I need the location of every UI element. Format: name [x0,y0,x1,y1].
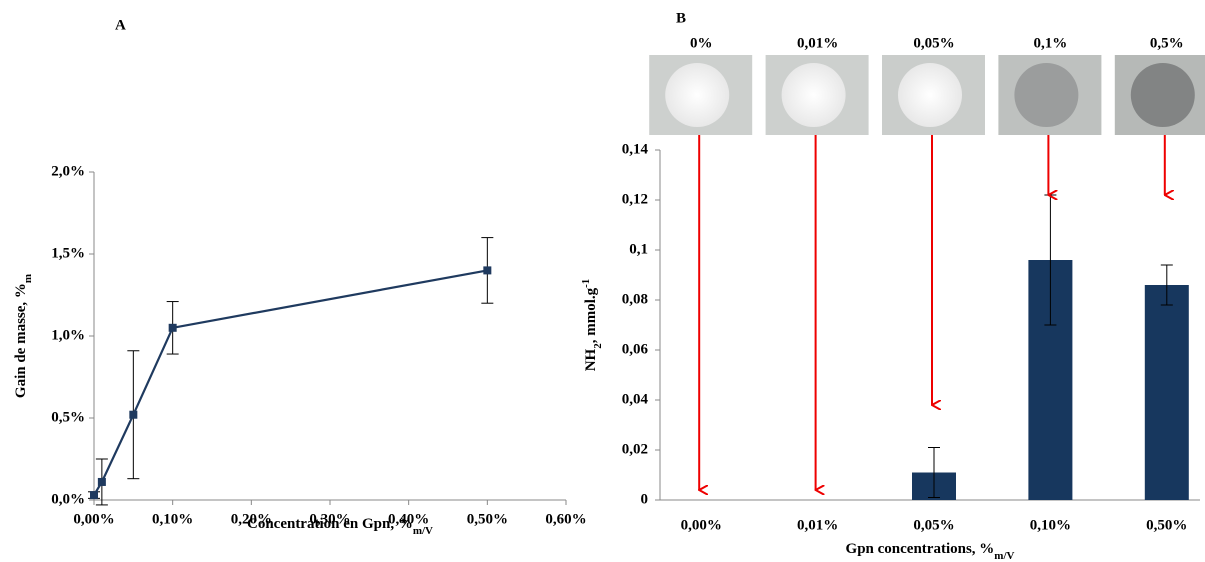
axis-label-part: m [22,274,34,283]
axis-label-part: 2 [592,343,604,349]
axis-label-part: -1 [580,279,592,288]
y-tick-label: 0,06 [622,341,649,357]
y-tick-label: 0,1 [629,241,648,257]
y-tick-label: 0,5% [51,409,85,425]
photo-disc [1014,63,1079,127]
data-point [129,410,138,419]
axis-label: Gain de masse, %m [13,274,33,398]
sample-photo [998,55,1102,135]
data-point [90,491,98,500]
image-label: 0,01% [797,35,838,51]
x-tick-label: 0,50% [1146,517,1187,533]
x-tick-label: 0,10% [152,511,193,527]
x-tick-label: 0,01% [797,517,838,533]
y-tick-label: 0,08 [622,291,648,307]
axis-label-part: Gain de masse, % [13,283,29,398]
y-tick-label: 2,0% [51,163,85,179]
data-point [483,266,492,275]
data-line [93,269,488,496]
error-bar [1160,264,1173,306]
x-tick-label: 0,10% [1030,517,1071,533]
x-tick-label: 0,40% [388,511,429,527]
x-tick-label: 0,05% [913,517,954,533]
axis-label-part: m/V [994,550,1014,562]
photo-disc [665,63,730,127]
x-tick-label: 0,00% [73,511,114,527]
axis-label: Concentration en Gpn, %m/V [247,516,433,536]
y-tick-label: 0,0% [51,491,85,507]
photo-disc [781,63,846,127]
y-tick-label: 1,5% [51,245,85,261]
axis-label-part: Gpn concentrations, % [846,541,995,557]
y-tick-label: 0,14 [622,141,649,157]
y-tick-label: 0,12 [622,191,648,207]
image-label: 0,05% [913,35,954,51]
x-tick-label: 0,00% [681,517,722,533]
sample-photo [882,55,985,135]
x-tick-label: 0,20% [231,511,272,527]
x-tick-label: 0,30% [309,511,350,527]
axis-label-part: , mmol.g [583,287,599,343]
x-tick-label: 0,60% [545,511,586,527]
axis-label-part: m/V [413,525,433,537]
sample-photo [649,55,753,135]
photo-disc [898,63,962,127]
y-tick-label: 0,02 [622,441,648,457]
photo-disc [1130,63,1195,127]
error-bar [928,447,940,498]
data-point [97,477,106,486]
image-label: 0,5% [1150,35,1184,51]
sample-photo [1114,55,1205,135]
y-tick-label: 1,0% [51,327,85,343]
data-point [168,323,177,332]
y-tick-label: 0,04 [622,391,649,407]
axis-label-part: NH [583,348,599,371]
axis-label: NH2, mmol.g-1 [580,279,604,372]
sample-photo [765,55,869,135]
bar [1144,285,1189,500]
panel-title: B [676,10,686,26]
image-label: 0,1% [1034,35,1068,51]
panel-title: A [115,17,126,33]
axis-label-part: Concentration en Gpn, % [247,516,413,532]
image-label: 0% [690,35,713,51]
x-tick-label: 0,50% [467,511,508,527]
y-tick-label: 0 [641,491,649,507]
axis-label: Gpn concentrations, %m/V [846,541,1015,561]
